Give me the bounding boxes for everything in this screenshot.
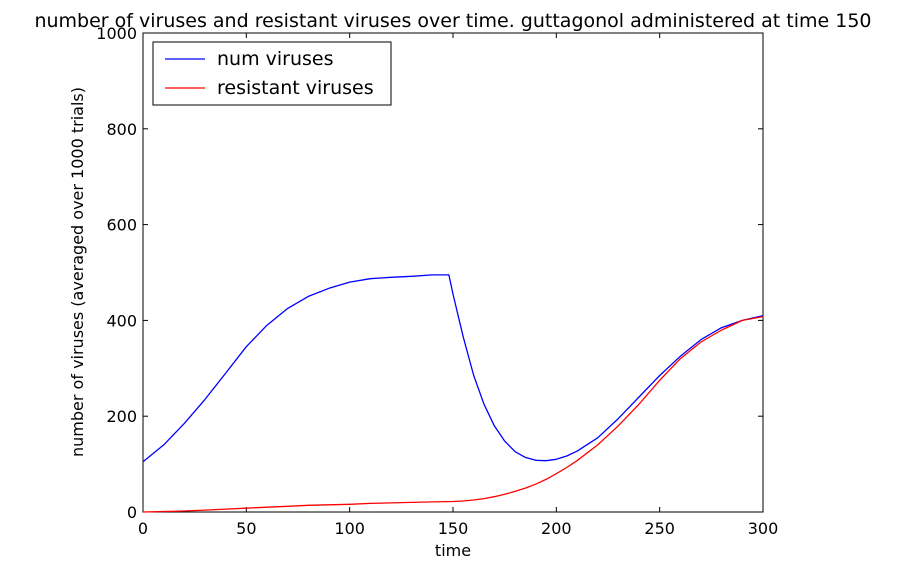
x-tick-label: 50 — [236, 519, 256, 538]
y-axis: 0 200 400 600 800 1000 — [96, 24, 763, 522]
chart-title: number of viruses and resistant viruses … — [34, 10, 871, 32]
x-tick-label: 300 — [748, 519, 779, 538]
legend-label-resistant-viruses: resistant viruses — [217, 77, 374, 99]
x-tick-label: 250 — [644, 519, 675, 538]
y-tick-label: 1000 — [96, 24, 137, 43]
legend-box — [152, 41, 392, 106]
x-tick-label: 200 — [541, 519, 572, 538]
x-axis-label: time — [435, 541, 471, 560]
legend-label-num-viruses: num viruses — [217, 48, 334, 70]
y-tick-label: 400 — [106, 311, 137, 330]
x-tick-label: 0 — [138, 519, 148, 538]
y-tick-label: 800 — [106, 120, 137, 139]
series-lines — [142, 274, 764, 513]
y-tick-label: 600 — [106, 216, 137, 235]
legend: num viruses resistant viruses — [152, 41, 392, 106]
y-tick-label: 200 — [106, 407, 137, 426]
series-line-resistant-viruses — [142, 315, 764, 513]
series-line-num-viruses — [142, 274, 764, 463]
y-axis-label: number of viruses (averaged over 1000 tr… — [68, 87, 87, 457]
x-tick-label: 150 — [438, 519, 469, 538]
y-tick-label: 0 — [127, 503, 137, 522]
x-axis: 0 50 100 150 200 250 300 — [138, 33, 778, 538]
x-tick-label: 100 — [334, 519, 365, 538]
